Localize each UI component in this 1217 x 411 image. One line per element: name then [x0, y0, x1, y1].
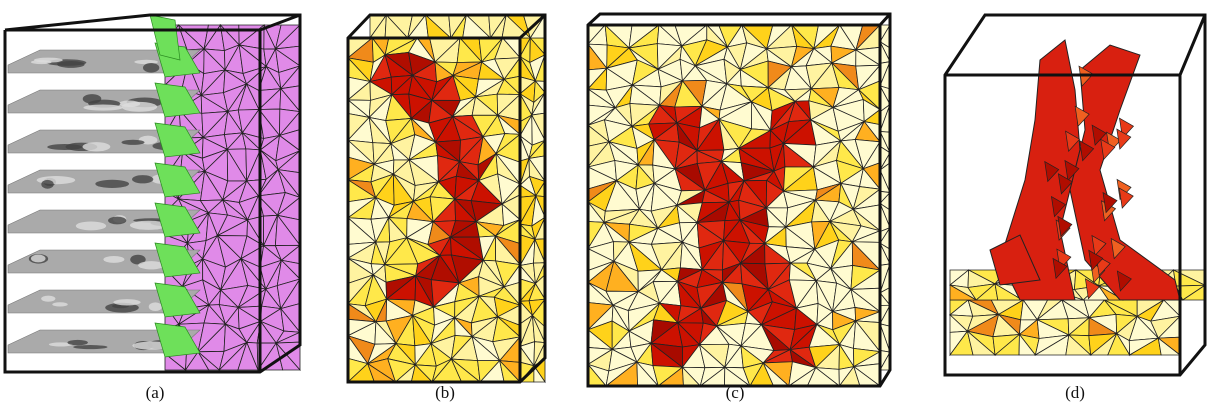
slice-texture	[31, 60, 52, 64]
slice-texture	[83, 142, 111, 151]
slice-texture	[83, 104, 122, 110]
meshes	[8, 15, 1205, 386]
slice-texture	[108, 217, 126, 225]
caption: (b)	[435, 383, 455, 402]
slice-texture	[31, 255, 46, 263]
caption: (d)	[1065, 383, 1085, 402]
slice-texture	[41, 296, 55, 302]
slice-texture	[95, 180, 129, 188]
caption: (c)	[726, 383, 745, 402]
slice-texture	[103, 256, 124, 263]
slice-texture	[113, 299, 140, 305]
slice-texture	[132, 175, 153, 183]
slice-texture	[57, 61, 85, 68]
slice-texture	[41, 180, 53, 189]
slice-texture	[143, 63, 159, 73]
slice-texture	[76, 222, 106, 231]
slice-texture	[73, 345, 107, 349]
slice-texture	[52, 302, 68, 306]
red-surface	[1070, 45, 1180, 300]
figure: (a) (b) (c) (d)	[0, 0, 1217, 406]
slice-texture	[47, 144, 82, 150]
slice-texture	[121, 140, 144, 145]
slice-texture	[68, 340, 88, 346]
page: (a) (b) (c) (d) (() => { const data = JS…	[0, 0, 1217, 406]
slice-texture	[149, 302, 162, 311]
caption: (a)	[146, 383, 165, 402]
slice-texture	[122, 102, 158, 112]
